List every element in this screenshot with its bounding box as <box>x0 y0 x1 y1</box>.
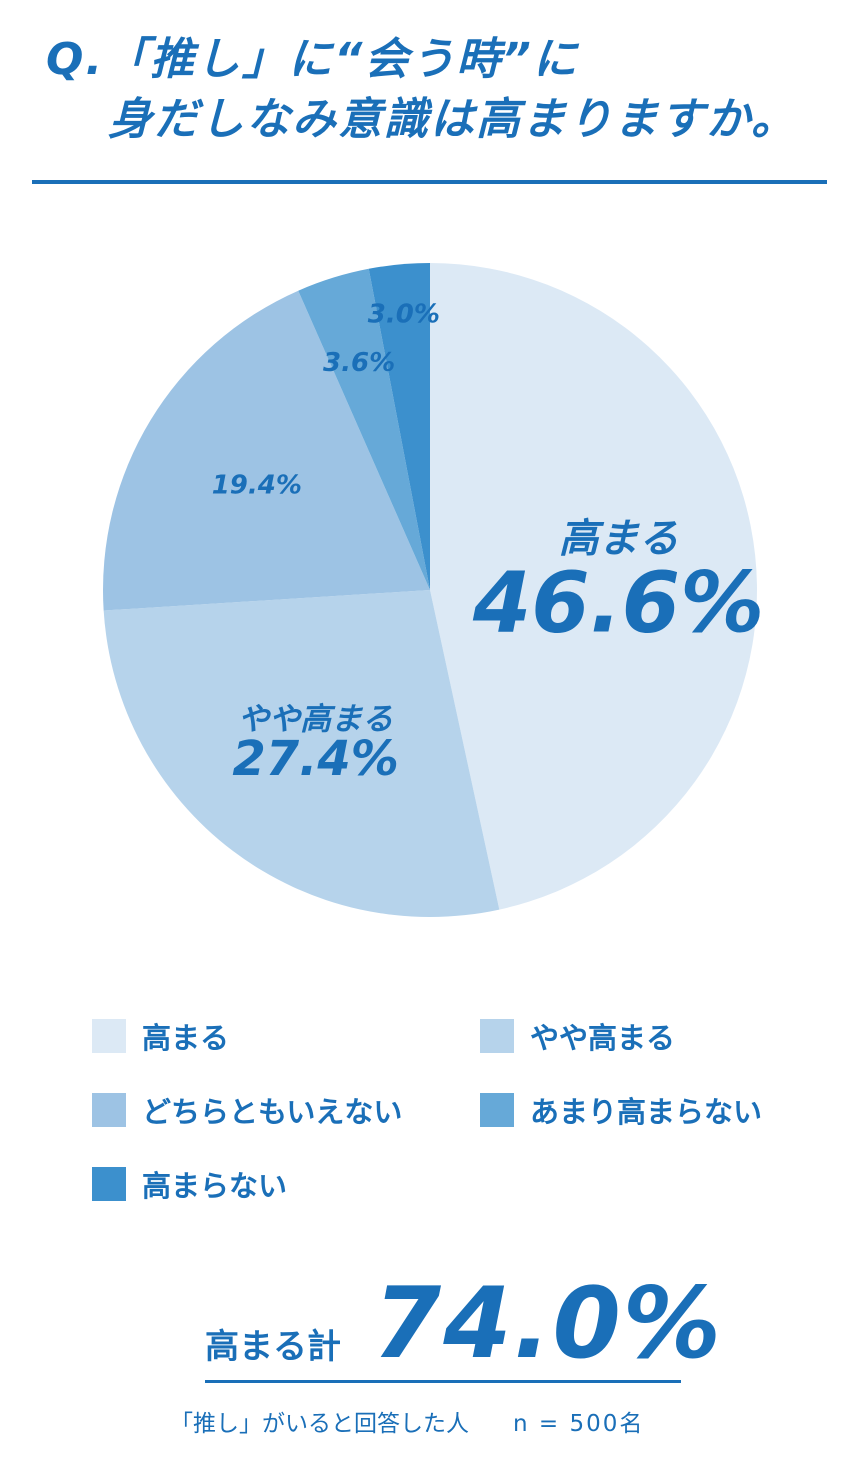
slice-value-label: 27.4% <box>232 731 399 787</box>
slice-value-label: 19.4% <box>212 471 302 501</box>
legend-swatch <box>480 1019 514 1053</box>
question-title-line-1: Q.「推し」に“会う時”に <box>46 34 579 85</box>
legend-label: 高まる <box>142 1021 230 1055</box>
legend-label: どちらともいえない <box>142 1095 403 1129</box>
legend-label: あまり高まらない <box>530 1095 763 1129</box>
legend-swatch <box>92 1019 126 1053</box>
slice-category-label: 高まる <box>559 516 679 562</box>
total-summary: 高まる計 74.0% <box>205 1267 721 1385</box>
pie-slice-takamaranai <box>368 263 430 590</box>
slice-value-label: 3.6% <box>323 348 395 378</box>
sample-note: 「推し」がいると回答した人 n = 500名 <box>170 1404 644 1438</box>
total-underline <box>205 1380 681 1383</box>
pie-slice-dochiratomo <box>102 290 430 611</box>
legend-item-takamaranai: 高まらない <box>92 1164 287 1204</box>
title-divider <box>32 180 827 184</box>
legend-item-amari: あまり高まらない <box>480 1090 762 1130</box>
legend-item-takamaru: 高まる <box>92 1016 229 1056</box>
question-title-line-2: 身だしなみ意識は高まりますか。 <box>108 94 798 145</box>
slice-value-label: 3.0% <box>368 299 440 329</box>
legend-label: やや高まる <box>530 1021 676 1055</box>
pie-slice-yaya-takamaru <box>103 590 500 917</box>
legend-swatch <box>92 1093 126 1127</box>
legend-item-yaya-takamaru: やや高まる <box>480 1016 675 1056</box>
legend-swatch <box>92 1167 126 1201</box>
legend-swatch <box>480 1093 514 1127</box>
sample-description: 「推し」がいると回答した人 <box>170 1411 469 1437</box>
pie-slice-takamaru <box>430 263 757 910</box>
sample-size: n = 500名 <box>513 1411 645 1437</box>
total-value: 74.0% <box>373 1267 723 1381</box>
legend-label: 高まらない <box>142 1169 288 1203</box>
legend-item-dochiratomo: どちらともいえない <box>92 1090 402 1130</box>
question-title: Q.「推し」に“会う時”に 身だしなみ意識は高まりますか。 <box>46 30 836 150</box>
slice-category-label: やや高まる <box>238 701 393 737</box>
pie-slice-amari <box>298 268 430 590</box>
slice-value-label: 46.6% <box>472 554 764 652</box>
total-label: 高まる計 <box>205 1327 341 1367</box>
